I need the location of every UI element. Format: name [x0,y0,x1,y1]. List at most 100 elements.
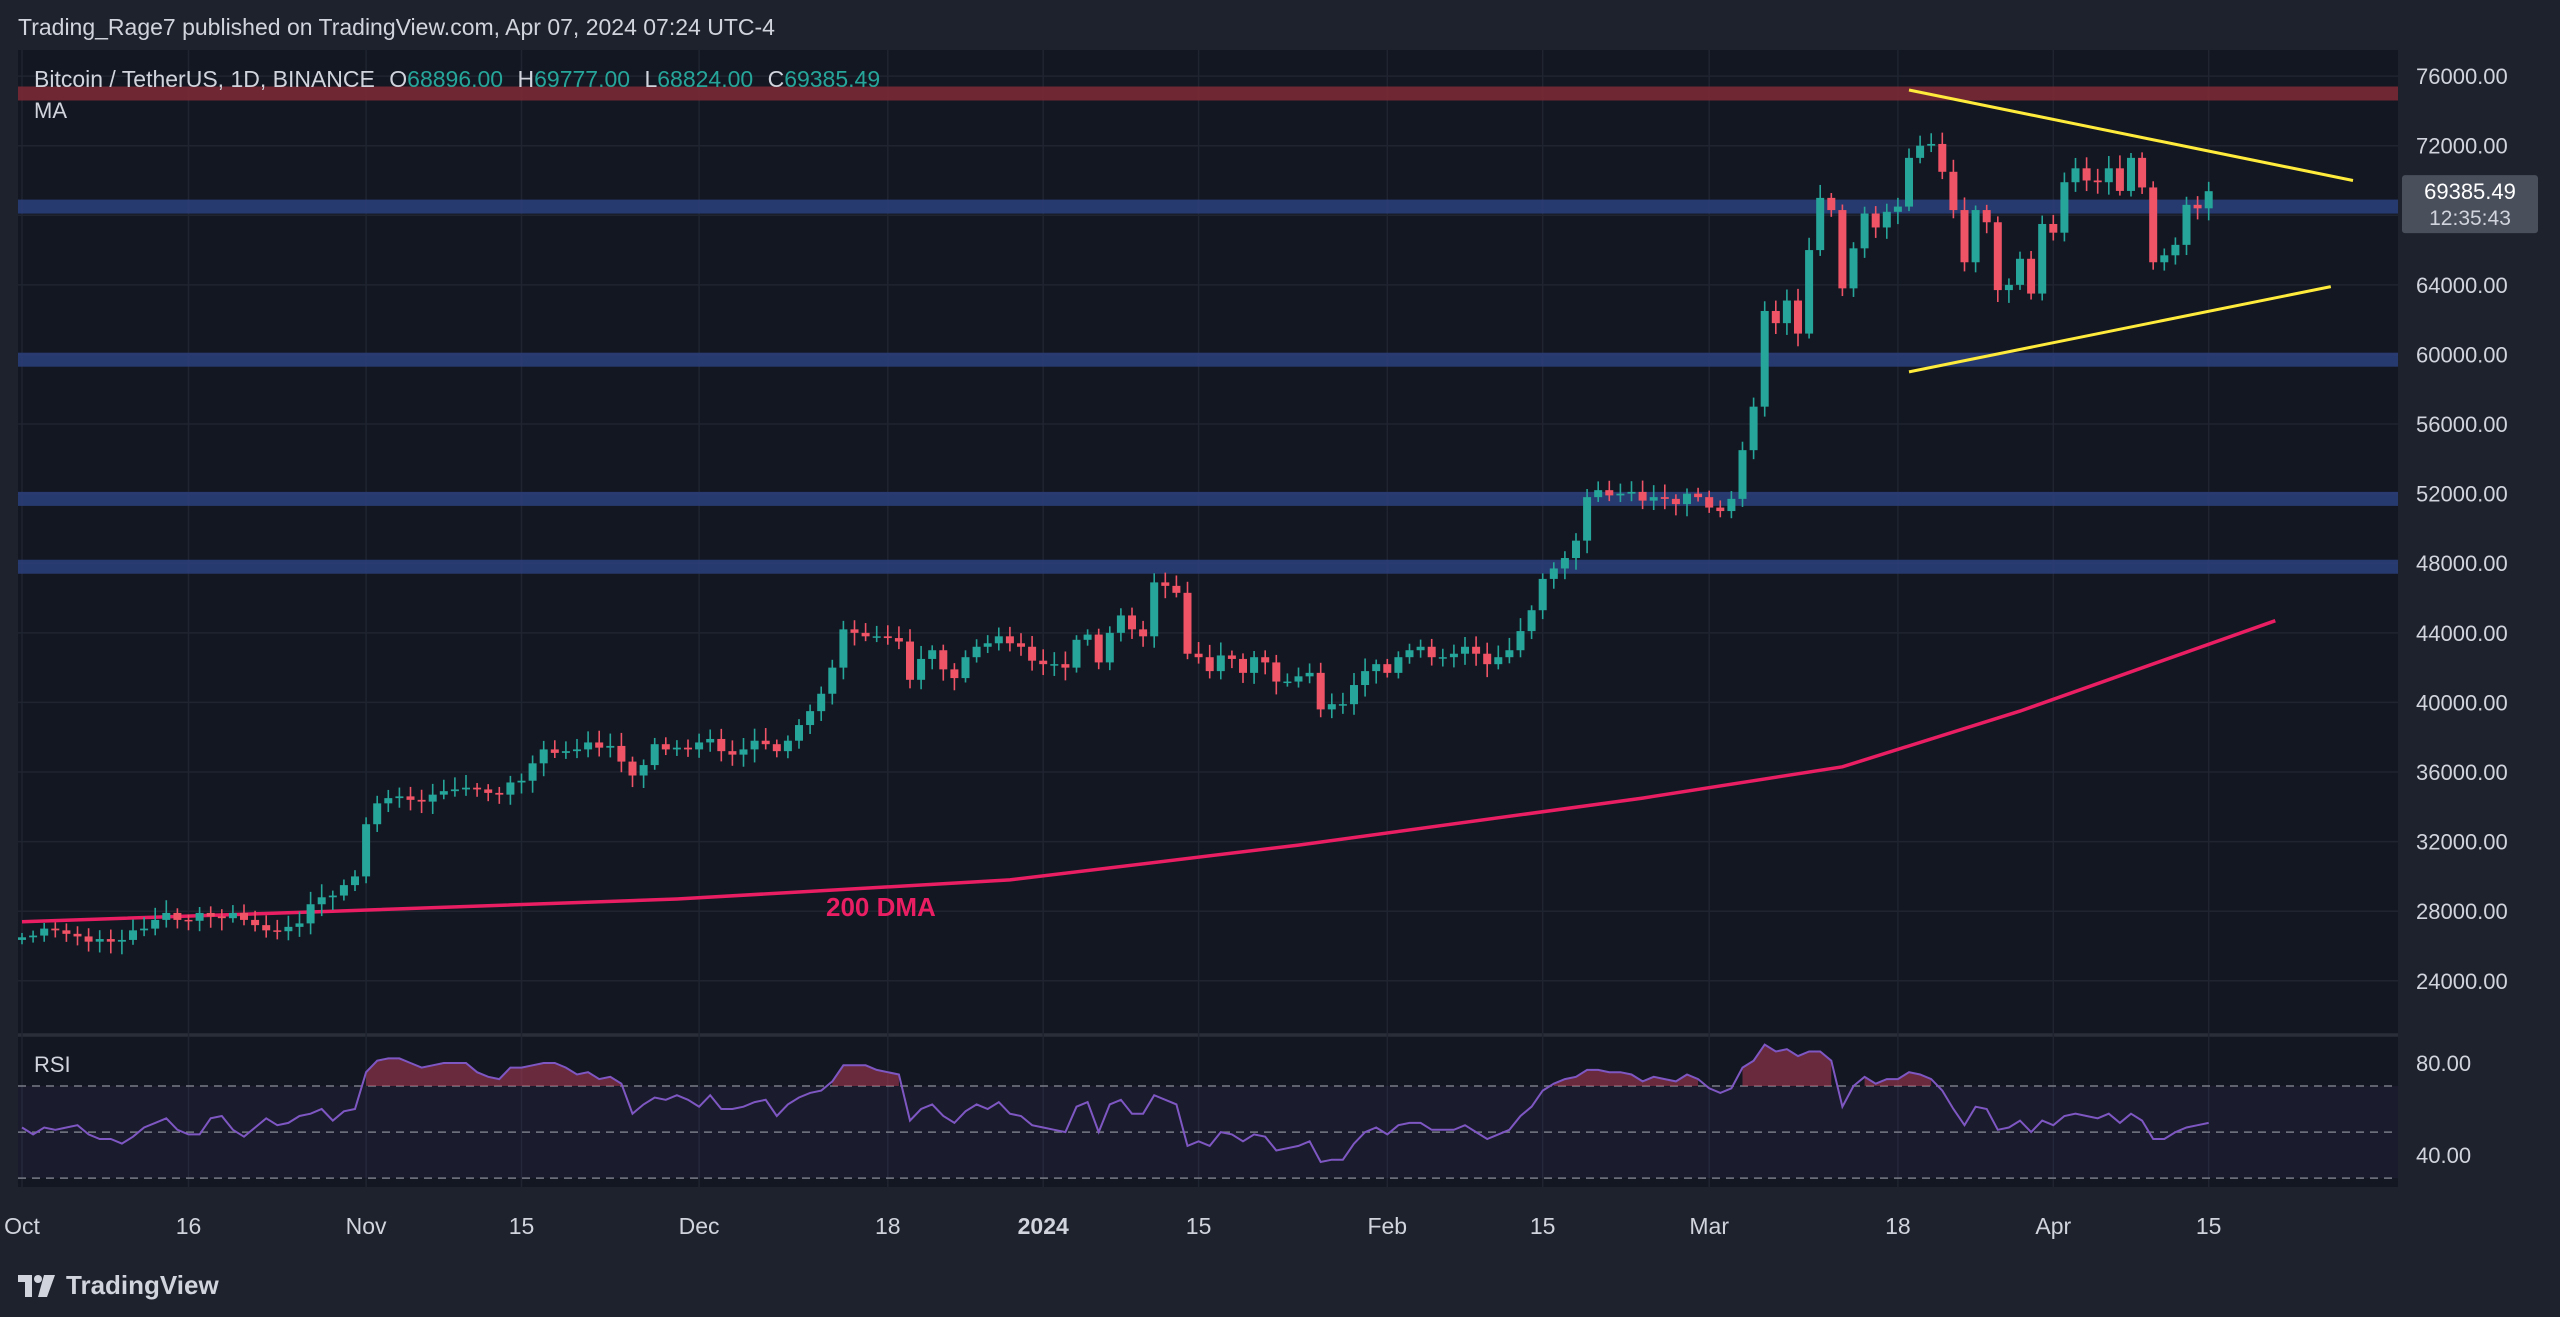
candle-body [1838,210,1847,289]
rsi-overbought-fill [1553,1069,1699,1087]
candle-body [1250,657,1259,673]
candle-body [1993,222,2002,291]
candle-body [695,742,704,750]
horizontal-levels [18,86,2398,574]
candle-body [295,923,304,927]
price-tag-countdown: 12:35:43 [2429,207,2511,230]
price-tick-label: 56000.00 [2416,412,2508,437]
candle-body [817,693,826,712]
candle-body [506,782,515,795]
candle-body [1427,646,1436,658]
rsi-overbought-fill [1742,1044,1832,1087]
ma-indicator-label[interactable]: MA [34,98,67,123]
support-level [18,491,2398,506]
candle-body [1594,490,1603,498]
price-tick-label: 60000.00 [2416,342,2508,367]
candle-body [1394,657,1403,673]
candle-body [428,794,437,802]
candle-body [1305,672,1314,677]
price-tick-label: 28000.00 [2416,899,2508,924]
candle-body [839,629,848,668]
candle-body [883,636,892,639]
date-tick-label: 16 [176,1213,202,1239]
candle-body [772,744,781,752]
candle-body [1605,490,1614,496]
candle-body [2204,191,2213,209]
candle-body [1061,664,1070,668]
tradingview-logo[interactable]: TradingView [18,1270,219,1301]
candle-body [1072,639,1081,668]
price-pane [18,50,2398,1033]
candle-body [1683,493,1691,505]
candle-body [1805,250,1814,334]
candle-body [661,744,670,750]
candle-body [950,669,959,679]
candle-body [1538,578,1547,611]
rsi-tick-label: 80.00 [2416,1051,2471,1076]
candle-body [1572,540,1580,559]
candle-body [2182,204,2191,245]
rsi-pane [18,1037,2398,1187]
candle-body [783,740,792,752]
candle-body [395,796,404,799]
candle-body [2115,168,2124,191]
candle-body [1338,704,1347,706]
candle-body [1705,497,1714,508]
candle-body [1483,653,1492,665]
candle-body [1083,634,1092,640]
high-value: 69777.00 [534,66,631,92]
candle-body [617,745,626,762]
candle-body [750,740,759,750]
candle-body [262,925,271,931]
candle-body [906,641,914,680]
candle-body [1616,493,1625,496]
candle-body [761,740,770,745]
rsi-indicator-label[interactable]: RSI [34,1052,71,1077]
candle-body [983,643,992,647]
candle-body [1949,171,1958,211]
candle-body [1794,300,1802,334]
open-key: O [389,66,408,92]
candle-body [406,796,415,800]
candle-body [173,912,182,920]
candle-body [1261,657,1270,663]
rsi-indicator: 80.00 40.00 [18,1043,2471,1179]
candle-body [706,738,715,743]
candle-body [284,926,293,932]
candle-body [1882,211,1891,228]
publisher-attribution: Trading_Rage7 published on TradingView.c… [18,14,775,40]
candle-body [373,803,382,825]
candle-body [73,933,82,937]
date-tick-label: Feb [1367,1213,1407,1239]
date-tick-label: 15 [1186,1213,1212,1239]
candle-body [40,928,49,936]
candle-body [1771,310,1780,324]
candle-body [1383,664,1392,673]
candle-body [539,749,548,764]
candle-body [450,789,459,792]
candle-body [339,885,348,896]
candle-body [195,912,204,921]
candle-body [2149,187,2158,263]
candle-body [1005,636,1014,644]
candle-body [517,780,526,783]
candle-body [1272,662,1281,682]
candle-body [228,912,237,919]
price-tick-label: 40000.00 [2416,690,2508,715]
symmetrical-triangle [1908,88,2354,374]
close-value: 69385.49 [784,66,881,92]
candle-body [684,747,692,750]
candle-body [795,725,803,741]
candle-body [1960,210,1969,263]
support-level [18,352,2398,367]
candle-body [1716,507,1725,512]
price-tick-label: 52000.00 [2416,482,2508,507]
candle-body [894,638,903,642]
candle-body [2038,223,2047,294]
price-tick-label: 64000.00 [2416,273,2508,298]
candle-body [1871,213,1880,228]
candle-body [1671,498,1680,505]
triangle-lower-line [1908,285,2332,374]
candle-body [828,667,837,694]
